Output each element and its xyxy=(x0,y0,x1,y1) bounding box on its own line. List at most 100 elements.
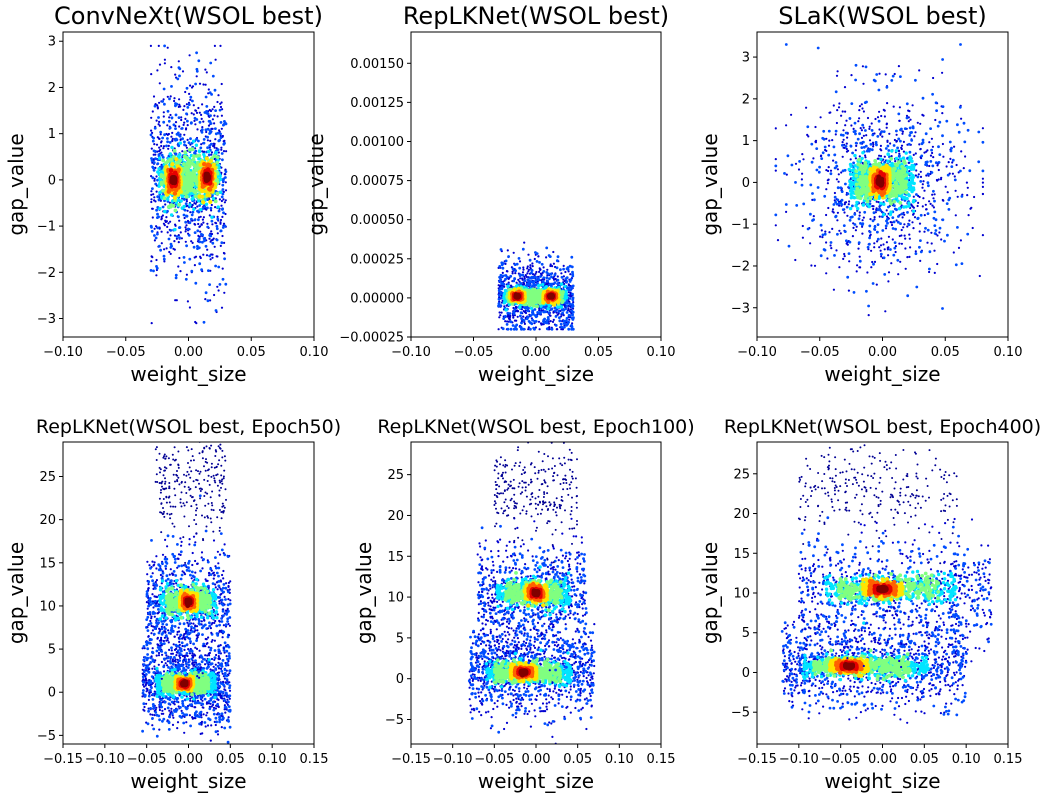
scatter-points xyxy=(149,44,228,325)
data-point xyxy=(566,286,569,290)
data-point xyxy=(163,199,166,203)
scatter-points xyxy=(497,241,575,331)
data-point xyxy=(166,46,169,49)
data-point xyxy=(562,322,566,325)
data-point xyxy=(165,247,168,250)
data-point xyxy=(185,86,189,90)
data-point xyxy=(209,299,212,302)
data-point xyxy=(186,227,190,231)
data-point xyxy=(203,205,207,209)
data-point xyxy=(568,294,571,297)
data-point xyxy=(177,215,180,219)
data-point xyxy=(570,295,573,298)
data-point xyxy=(214,127,217,130)
data-point xyxy=(166,209,169,213)
data-point xyxy=(202,83,205,86)
data-point xyxy=(202,221,205,224)
data-point xyxy=(206,135,210,139)
data-point xyxy=(526,267,529,270)
data-point xyxy=(564,301,567,305)
data-point xyxy=(219,229,223,233)
data-point xyxy=(515,323,519,327)
data-point xyxy=(543,310,546,314)
data-point xyxy=(571,298,575,302)
data-point xyxy=(522,319,526,322)
data-point xyxy=(532,280,536,283)
data-point xyxy=(526,265,529,268)
data-point xyxy=(563,284,567,289)
data-point xyxy=(540,262,544,266)
data-point xyxy=(564,307,567,311)
data-point xyxy=(150,200,153,204)
data-point xyxy=(163,248,166,251)
data-point xyxy=(167,132,170,136)
data-point xyxy=(190,240,193,243)
data-point xyxy=(497,284,500,287)
data-point xyxy=(156,150,159,153)
data-point xyxy=(186,171,191,176)
data-point xyxy=(562,278,565,281)
data-point xyxy=(213,293,216,297)
y-tick-label: 2 xyxy=(48,81,56,96)
data-point xyxy=(151,176,155,180)
data-point xyxy=(161,136,165,140)
data-point xyxy=(174,104,177,108)
data-point xyxy=(217,94,220,97)
data-point xyxy=(172,195,177,200)
data-point xyxy=(212,237,215,240)
data-point xyxy=(205,71,208,74)
data-point xyxy=(182,213,186,217)
data-point xyxy=(219,218,223,222)
data-point xyxy=(161,188,166,193)
data-point xyxy=(151,216,154,219)
data-point xyxy=(162,115,165,118)
data-point xyxy=(154,200,157,203)
data-point xyxy=(156,69,159,72)
data-point xyxy=(518,273,522,277)
data-point xyxy=(163,102,166,106)
data-point xyxy=(201,240,204,244)
data-point xyxy=(196,128,199,131)
data-point xyxy=(218,138,222,142)
data-point xyxy=(185,146,188,149)
data-point xyxy=(192,113,195,116)
data-point xyxy=(547,304,551,308)
data-point xyxy=(204,156,209,161)
data-point xyxy=(174,276,178,280)
data-point xyxy=(522,282,526,285)
data-point xyxy=(531,262,534,265)
data-point xyxy=(172,191,178,196)
data-point xyxy=(176,198,181,202)
data-point xyxy=(174,127,177,130)
data-point xyxy=(184,240,187,243)
data-point xyxy=(180,116,183,119)
data-point xyxy=(220,241,224,245)
data-point xyxy=(504,320,507,323)
data-point xyxy=(224,282,228,286)
data-point xyxy=(530,289,535,294)
data-point xyxy=(541,283,545,287)
data-point xyxy=(161,158,166,163)
data-point xyxy=(201,200,206,205)
data-point xyxy=(196,199,201,203)
data-point xyxy=(220,195,224,199)
data-point xyxy=(219,121,223,124)
data-point xyxy=(536,311,540,314)
data-point xyxy=(527,326,530,329)
data-point xyxy=(153,239,156,242)
data-point xyxy=(213,44,216,48)
data-point xyxy=(559,268,562,272)
data-point xyxy=(571,322,574,325)
data-point xyxy=(535,260,539,263)
data-point xyxy=(560,295,564,299)
data-point xyxy=(158,244,161,248)
data-point xyxy=(204,128,208,132)
data-point xyxy=(169,229,173,232)
data-point xyxy=(215,160,220,165)
data-point xyxy=(177,116,181,119)
data-point xyxy=(534,278,538,282)
data-point xyxy=(528,258,532,262)
data-point xyxy=(539,268,542,271)
data-point xyxy=(178,103,181,106)
data-point xyxy=(205,130,208,134)
